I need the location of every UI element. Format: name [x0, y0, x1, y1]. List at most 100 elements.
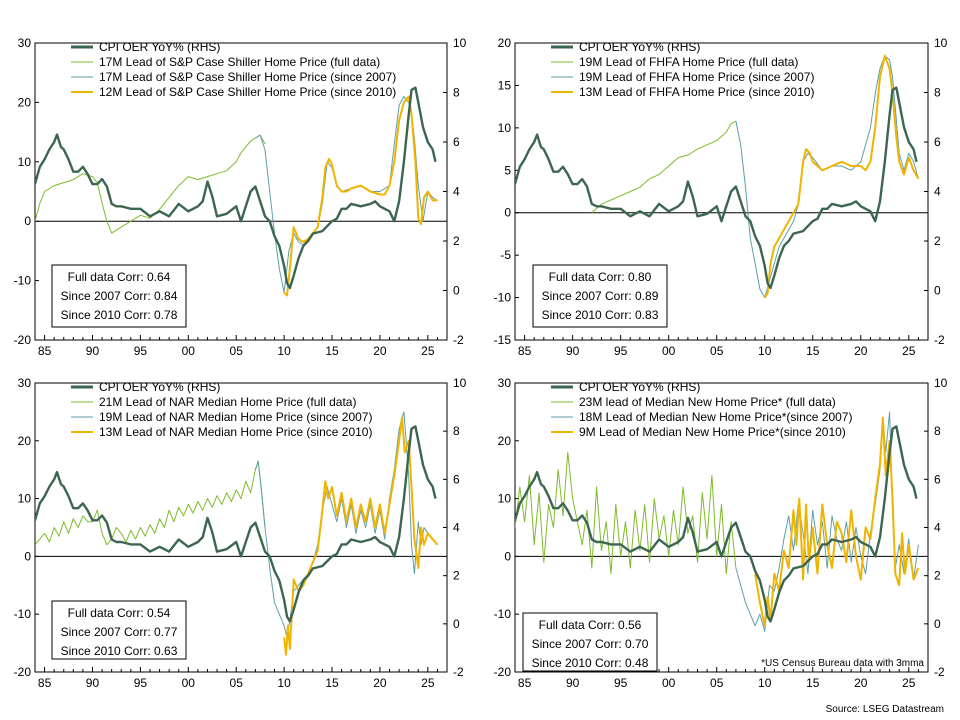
- series-line-since2010: [754, 416, 920, 627]
- x-tick-label: 90: [566, 676, 580, 690]
- y-right-tick-label: 0: [453, 617, 460, 631]
- series-line-cpi: [515, 86, 918, 290]
- legend-label-full: 19M Lead of FHFA Home Price (full data): [579, 55, 798, 69]
- x-tick-label: 05: [710, 676, 724, 690]
- x-tick-label: 90: [86, 344, 100, 358]
- y-right-tick-label: -2: [453, 665, 464, 679]
- correlation-value: Since 2007 Corr: 0.77: [61, 625, 178, 639]
- y-left-tick-label: -5: [500, 248, 511, 262]
- y-right-tick-label: -2: [934, 333, 945, 347]
- correlation-value: Since 2007 Corr: 0.70: [532, 637, 649, 651]
- y-right-tick-label: 8: [453, 424, 460, 438]
- y-right-tick-label: 2: [934, 569, 941, 583]
- x-tick-label: 10: [758, 676, 772, 690]
- y-left-tick-label: 30: [18, 376, 32, 390]
- y-right-tick-label: 4: [453, 521, 460, 535]
- legend-label-since2010: 13M Lead of FHFA Home Price (since 2010): [579, 85, 814, 99]
- x-tick-label: 15: [806, 344, 820, 358]
- y-right-tick-label: 4: [934, 521, 941, 535]
- x-tick-label: 05: [230, 676, 244, 690]
- legend-label-cpi: CPI OER YoY% (RHS): [99, 40, 220, 54]
- legend-label-cpi: CPI OER YoY% (RHS): [579, 380, 700, 394]
- x-tick-label: 85: [518, 344, 532, 358]
- x-tick-label: 85: [38, 344, 52, 358]
- y-right-tick-label: 4: [934, 185, 941, 199]
- legend-label-since2010: 9M Lead of Median New Home Price*(since …: [579, 425, 846, 439]
- y-right-tick-label: -2: [453, 333, 464, 347]
- y-left-tick-label: -10: [14, 274, 32, 288]
- y-left-tick-label: -10: [494, 291, 512, 305]
- y-left-tick-label: 0: [24, 214, 31, 228]
- y-right-tick-label: 10: [453, 36, 467, 50]
- x-tick-label: 15: [325, 344, 339, 358]
- y-right-tick-label: 8: [453, 86, 460, 100]
- y-right-tick-label: 6: [453, 135, 460, 149]
- y-left-tick-label: 10: [18, 155, 32, 169]
- correlation-box: [532, 264, 668, 328]
- x-tick-label: 10: [277, 676, 291, 690]
- x-tick-label: 05: [710, 344, 724, 358]
- x-tick-label: 00: [182, 676, 196, 690]
- y-right-tick-label: 2: [453, 569, 460, 583]
- x-tick-label: 00: [182, 344, 196, 358]
- x-tick-label: 20: [373, 344, 387, 358]
- x-tick-label: 90: [566, 344, 580, 358]
- x-tick-label: 15: [806, 676, 820, 690]
- y-left-tick-label: -20: [14, 333, 32, 347]
- y-left-tick-label: -15: [494, 333, 512, 347]
- legend-label-since2007: 19M Lead of FHFA Home Price (since 2007): [579, 70, 814, 84]
- y-left-tick-label: 10: [498, 492, 512, 506]
- y-left-tick-label: -20: [14, 665, 32, 679]
- footnote: *US Census Bureau data with 3mma: [761, 658, 924, 669]
- legend-label-full: 21M Lead of NAR Median Home Price (full …: [99, 395, 356, 409]
- legend-label-full: 23M lead of Median New Home Price* (full…: [579, 395, 836, 409]
- x-tick-label: 25: [902, 344, 916, 358]
- series-line-full: [591, 120, 737, 214]
- series-line-full: [515, 451, 737, 575]
- y-left-tick-label: 20: [498, 434, 512, 448]
- x-tick-label: 25: [902, 676, 916, 690]
- source-label: Source: LSEG Datastream: [826, 704, 944, 715]
- y-left-tick-label: 0: [504, 549, 511, 563]
- correlation-value: Since 2010 Corr: 0.83: [542, 308, 659, 322]
- y-right-tick-label: 4: [453, 185, 460, 199]
- series-line-since2010: [283, 95, 438, 297]
- series-line-since2010: [763, 54, 920, 299]
- y-left-tick-label: 10: [498, 121, 512, 135]
- correlation-value: Full data Corr: 0.54: [68, 606, 171, 620]
- correlation-value: Since 2010 Corr: 0.78: [61, 308, 178, 322]
- y-left-tick-label: 10: [18, 492, 32, 506]
- legend-label-since2007: 17M Lead of S&P Case Shiller Home Price …: [99, 70, 396, 84]
- x-tick-label: 95: [614, 344, 628, 358]
- y-right-tick-label: 8: [934, 424, 941, 438]
- x-tick-label: 20: [854, 344, 868, 358]
- correlation-value: Since 2010 Corr: 0.63: [61, 644, 178, 658]
- correlation-box: [522, 612, 658, 672]
- x-tick-label: 95: [614, 676, 628, 690]
- legend-label-since2007: 19M Lead of NAR Median Home Price (since…: [99, 410, 372, 424]
- legend-label-full: 17M Lead of S&P Case Shiller Home Price …: [99, 55, 380, 69]
- x-tick-label: 10: [277, 344, 291, 358]
- y-right-tick-label: 2: [934, 234, 941, 248]
- series-line-full: [35, 134, 266, 234]
- legend-label-since2007: 18M Lead of Median New Home Price*(since…: [579, 410, 852, 424]
- x-tick-label: 90: [86, 676, 100, 690]
- correlation-value: Full data Corr: 0.56: [539, 618, 642, 632]
- y-right-tick-label: 10: [453, 376, 467, 390]
- x-tick-label: 85: [38, 676, 52, 690]
- x-tick-label: 95: [134, 344, 148, 358]
- series-line-cpi: [35, 86, 437, 290]
- legend-label-cpi: CPI OER YoY% (RHS): [99, 380, 220, 394]
- series-line-since2010: [283, 416, 439, 656]
- x-tick-label: 85: [518, 676, 532, 690]
- x-tick-label: 25: [421, 676, 435, 690]
- y-left-tick-label: 30: [18, 36, 32, 50]
- y-left-tick-label: 30: [498, 376, 512, 390]
- y-left-tick-label: 0: [504, 206, 511, 220]
- series-line-since2007: [254, 411, 438, 638]
- y-right-tick-label: 10: [934, 36, 948, 50]
- correlation-box: [51, 600, 187, 660]
- correlation-value: Full data Corr: 0.80: [549, 270, 652, 284]
